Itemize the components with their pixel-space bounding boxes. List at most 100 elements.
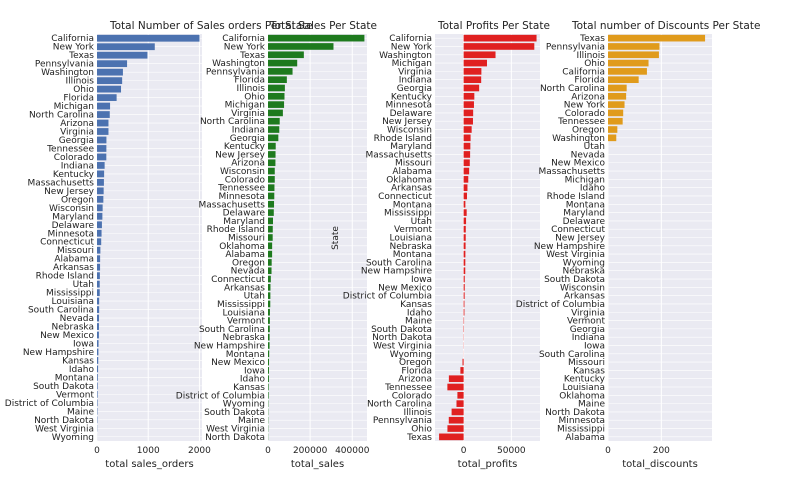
y-tick-label: South Carolina xyxy=(28,306,94,316)
bar xyxy=(463,225,466,233)
y-tick-label: Rhode Island xyxy=(36,272,94,282)
bar xyxy=(97,68,123,76)
bar xyxy=(608,43,660,50)
y-tick-label: Rhode Island xyxy=(207,225,265,235)
y-tick-label: Arkansas xyxy=(53,263,94,273)
y-tick-label: Nevada xyxy=(231,267,265,277)
bar xyxy=(457,391,464,399)
y-tick-label: Connecticut xyxy=(378,192,432,202)
bar xyxy=(460,367,464,374)
bar xyxy=(97,365,99,373)
y-tick-label: Rhode Island xyxy=(547,192,605,202)
y-tick-label: Ohio xyxy=(73,85,94,95)
y-tick-label: Vermont xyxy=(56,390,95,400)
bar xyxy=(268,192,275,200)
bar xyxy=(97,382,98,390)
bar xyxy=(268,383,269,391)
bar xyxy=(463,109,474,117)
y-tick-label: Kentucky xyxy=(53,170,95,180)
bar xyxy=(463,267,466,275)
bar xyxy=(268,267,272,275)
y-tick-label: Illinois xyxy=(403,408,432,418)
bar xyxy=(97,229,102,237)
y-tick-label: Iowa xyxy=(73,339,94,349)
bar xyxy=(97,348,99,356)
y-tick-label: Texas xyxy=(68,51,94,61)
bar xyxy=(97,43,155,51)
y-tick-label: Massachusetts xyxy=(365,150,432,160)
y-tick-label: New Jersey xyxy=(382,117,433,127)
bar xyxy=(97,255,101,263)
y-tick-label: Montana xyxy=(566,200,605,210)
bar xyxy=(463,167,470,175)
bar xyxy=(463,292,465,299)
y-tick-label: Georgia xyxy=(397,84,432,94)
y-tick-label: Mississippi xyxy=(557,425,605,435)
bar xyxy=(97,162,105,169)
y-tick-label: Illinois xyxy=(65,77,94,87)
y-tick-label: Colorado xyxy=(54,153,95,163)
y-tick-label: Idaho xyxy=(240,375,266,385)
bar xyxy=(463,84,480,92)
bar xyxy=(268,342,270,349)
bar xyxy=(268,217,273,225)
y-tick-label: North Dakota xyxy=(34,416,94,426)
y-tick-label: Washington xyxy=(41,68,94,78)
bar xyxy=(97,94,117,101)
bar xyxy=(268,242,273,250)
y-tick-label: New Mexico xyxy=(211,358,265,368)
y-tick-label: West Virginia xyxy=(206,425,265,435)
bar xyxy=(97,187,104,195)
y-tick-label: Arizona xyxy=(398,375,432,385)
bar xyxy=(268,68,293,75)
bar xyxy=(268,333,270,341)
bar xyxy=(268,117,280,125)
bar xyxy=(463,134,471,142)
y-tick-label: New Hampshire xyxy=(361,267,433,277)
y-tick-label: Illinois xyxy=(236,84,265,94)
bar xyxy=(268,225,273,233)
y-tick-label: Ohio xyxy=(411,425,432,435)
y-tick-label: Nevada xyxy=(571,150,605,160)
bar xyxy=(608,51,659,59)
bar xyxy=(268,84,285,92)
y-tick-label: Alabama xyxy=(565,433,605,443)
y-tick-label: Michigan xyxy=(54,102,94,112)
y-tick-label: Vermont xyxy=(227,317,266,327)
y-tick-label: Iowa xyxy=(584,341,605,351)
chart-title: Total Number of Sales orders Per State xyxy=(109,20,313,32)
y-tick-label: Texas xyxy=(406,433,432,443)
y-tick-label: Massachusetts xyxy=(198,200,265,210)
bar xyxy=(463,200,466,208)
y-tick-label: Kansas xyxy=(62,356,94,366)
y-tick-label: Wisconsin xyxy=(560,283,605,293)
y-tick-label: Montana xyxy=(393,250,432,260)
y-tick-label: Virginia xyxy=(231,109,265,119)
y-tick-label: Oregon xyxy=(399,358,432,368)
y-tick-label: California xyxy=(222,34,265,44)
bar xyxy=(268,275,271,283)
y-tick-label: Minnesota xyxy=(386,101,432,111)
y-tick-label: Missouri xyxy=(395,159,432,169)
y-tick-label: Washington xyxy=(379,51,432,61)
y-tick-label: Georgia xyxy=(230,134,265,144)
y-tick-label: Massachusetts xyxy=(538,167,605,177)
chart-title: Total Sales Per State xyxy=(269,20,377,32)
y-tick-label: Minnesota xyxy=(559,416,605,426)
bar xyxy=(463,34,537,42)
y-tick-label: Alabama xyxy=(54,255,94,265)
y-tick-label: Kansas xyxy=(233,383,265,393)
bar xyxy=(97,85,122,93)
bar xyxy=(97,374,98,381)
y-tick-label: Utah xyxy=(411,217,432,227)
y-tick-label: Montana xyxy=(55,373,94,383)
bar xyxy=(268,350,270,358)
bar xyxy=(451,408,464,416)
y-tick-label: Nevada xyxy=(60,314,94,324)
y-tick-label: North Carolina xyxy=(367,400,432,410)
bar xyxy=(97,306,100,313)
y-tick-label: Wyoming xyxy=(223,400,265,410)
y-tick-label: Virginia xyxy=(398,67,432,77)
y-tick-label: Connecticut xyxy=(40,238,94,248)
chart-title: Total Profits Per State xyxy=(437,20,550,32)
